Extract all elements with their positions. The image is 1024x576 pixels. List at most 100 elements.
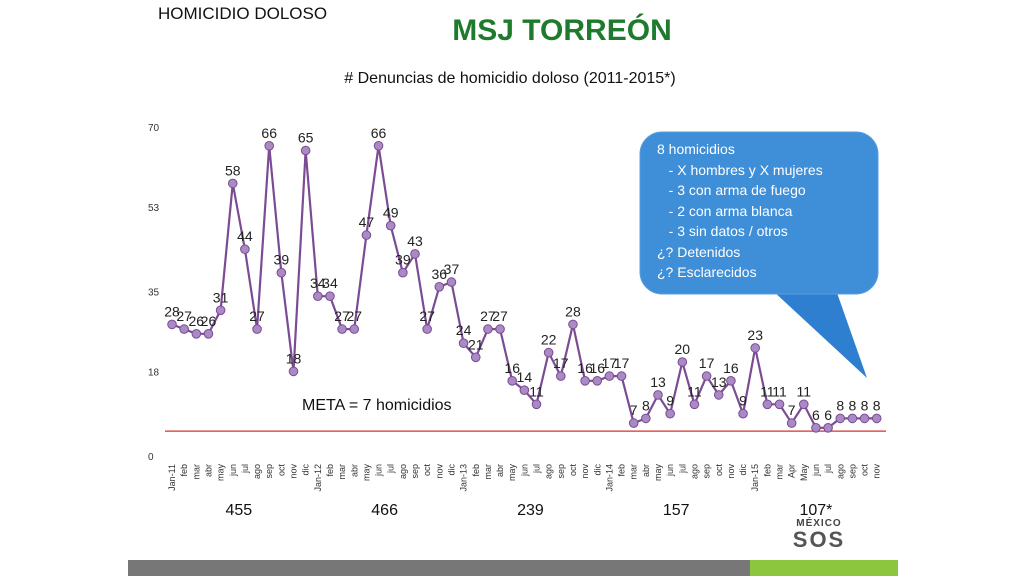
- yearly-total: 157: [662, 502, 690, 519]
- y-tick-label: 0: [148, 452, 154, 463]
- x-tick-label: ago: [398, 464, 408, 479]
- data-label: 36: [432, 266, 448, 282]
- data-point: [264, 141, 275, 151]
- x-tick-label: dic: [592, 464, 602, 476]
- data-point: [835, 413, 846, 424]
- x-tick-label: may: [507, 464, 517, 482]
- data-point: [227, 178, 238, 189]
- data-point: [774, 399, 785, 410]
- data-label: 28: [164, 303, 180, 319]
- data-label: 6: [812, 407, 820, 423]
- data-label: 11: [797, 383, 812, 399]
- data-label: 47: [359, 214, 375, 230]
- data-label: 24: [456, 322, 472, 338]
- section-label: HOMICIDIO DOLOSO: [158, 4, 328, 23]
- data-label: 13: [711, 374, 727, 390]
- callout-pointer: [772, 290, 867, 378]
- data-point: [337, 324, 347, 334]
- x-tick-label: May: [799, 464, 809, 482]
- callout-text: 8 homicidios - X hombres y X mujeres - 3…: [657, 139, 867, 283]
- data-label: 13: [650, 374, 666, 390]
- data-label: 8: [861, 397, 869, 413]
- yearly-total: 107*: [799, 502, 833, 519]
- data-label: 34: [310, 275, 326, 291]
- data-label: 20: [675, 341, 691, 357]
- callout-bubble: [639, 131, 879, 295]
- logo-top-text: MÉXICO: [796, 518, 842, 529]
- data-label: 21: [468, 336, 484, 352]
- data-label: 27: [480, 308, 496, 324]
- data-label: 27: [176, 308, 192, 324]
- data-label: 17: [602, 355, 618, 371]
- data-label: 34: [322, 275, 338, 291]
- x-tick-label: oct: [860, 464, 870, 477]
- x-tick-label: ago: [835, 464, 845, 479]
- data-label: 9: [739, 393, 747, 409]
- data-point: [616, 371, 627, 381]
- data-point: [446, 277, 457, 287]
- data-label: 27: [419, 308, 435, 324]
- callout-line: - 2 con arma blanca: [657, 202, 793, 219]
- data-label: 17: [699, 355, 715, 371]
- x-tick-label: sep: [410, 464, 420, 479]
- data-point: [628, 418, 639, 428]
- x-tick-label: nov: [726, 464, 736, 479]
- x-tick-label: abr: [641, 464, 651, 477]
- x-tick-label: abr: [203, 464, 213, 477]
- y-tick-label: 70: [148, 123, 160, 134]
- data-point: [580, 376, 590, 386]
- data-label: 18: [286, 350, 302, 366]
- data-label: 6: [824, 407, 832, 423]
- x-tick-label: jul: [823, 464, 833, 474]
- x-tick-label: sep: [847, 464, 857, 479]
- data-point: [361, 230, 372, 240]
- data-label: 16: [723, 360, 739, 376]
- x-tick-label: oct: [422, 464, 432, 477]
- data-point: [799, 399, 809, 410]
- data-point: [300, 145, 311, 156]
- data-point: [592, 376, 603, 386]
- data-point: [203, 329, 214, 339]
- callout-line: - 3 sin datos / otros: [657, 223, 788, 239]
- data-label: 37: [444, 261, 460, 277]
- x-tick-label: sep: [556, 464, 566, 479]
- x-tick-label: may: [361, 464, 371, 482]
- x-tick-label: Jan-14: [604, 464, 614, 492]
- data-point: [398, 267, 408, 278]
- data-point: [762, 399, 773, 410]
- data-label: 17: [614, 355, 630, 371]
- data-label: 16: [504, 360, 520, 376]
- data-point: [410, 249, 420, 259]
- data-label: 9: [666, 393, 674, 409]
- data-label: 27: [249, 308, 265, 324]
- data-point: [677, 357, 688, 367]
- data-label: 8: [873, 397, 881, 413]
- data-point: [495, 324, 505, 334]
- data-label: 26: [189, 313, 205, 329]
- data-point: [689, 399, 700, 410]
- logo-main-text: SOS: [792, 527, 846, 552]
- x-tick-label: jun: [228, 464, 238, 477]
- x-tick-label: abr: [349, 464, 359, 477]
- data-label: 58: [225, 162, 241, 178]
- data-point: [470, 352, 481, 363]
- x-tick-label: may: [216, 464, 226, 482]
- x-tick-label: nov: [289, 464, 299, 479]
- x-tick-label: jun: [374, 464, 384, 477]
- data-label: 16: [577, 360, 593, 376]
- data-point: [726, 376, 736, 386]
- x-tick-label: nov: [872, 464, 882, 479]
- yearly-total: 466: [371, 502, 398, 519]
- data-point: [604, 371, 615, 381]
- data-point: [373, 141, 384, 151]
- y-tick-label: 18: [148, 367, 160, 378]
- x-tick-label: dic: [446, 464, 456, 476]
- callout-line: - 3 con arma de fuego: [657, 182, 806, 198]
- x-tick-label: mar: [629, 464, 639, 480]
- x-tick-label: Jan-13: [459, 464, 469, 492]
- data-label: 27: [334, 308, 350, 324]
- callout-line: 8 homicidios: [657, 141, 735, 157]
- data-point: [313, 291, 323, 302]
- data-point: [823, 423, 833, 433]
- data-label: 39: [274, 252, 290, 268]
